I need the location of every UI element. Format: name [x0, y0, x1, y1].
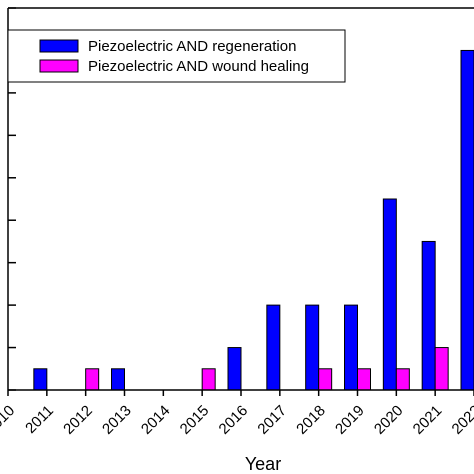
x-axis-label: Year — [245, 454, 281, 474]
bar — [395, 368, 410, 391]
bar — [318, 368, 333, 391]
legend-label: Piezoelectric AND regeneration — [88, 38, 296, 55]
x-tick-label: 2016 — [216, 402, 252, 438]
x-tick-label: 2019 — [332, 402, 368, 438]
bar — [344, 304, 358, 391]
x-tick-label: 2017 — [254, 402, 290, 438]
bar — [382, 198, 397, 391]
bar — [111, 368, 125, 391]
bar — [305, 304, 320, 391]
legend-label: Piezoelectric AND wound healing — [88, 58, 309, 75]
bar — [266, 304, 281, 391]
x-tick-label: 2020 — [371, 402, 407, 438]
x-tick-label: 2021 — [410, 402, 446, 438]
legend-box — [7, 29, 346, 83]
bar — [421, 240, 436, 391]
legend-swatch — [39, 59, 79, 73]
x-tick-label: 2013 — [99, 402, 135, 438]
bar — [85, 368, 100, 391]
bar — [434, 347, 449, 391]
bar — [227, 347, 242, 391]
x-tick-label: 2014 — [138, 402, 174, 438]
x-tick-label: 2015 — [177, 402, 213, 438]
bar — [201, 368, 216, 391]
x-tick-label: 2022 — [449, 402, 474, 438]
x-tick-label: 2011 — [22, 402, 57, 437]
x-tick-label: 2012 — [60, 402, 96, 438]
bar — [357, 368, 371, 391]
x-tick-label: 2018 — [293, 402, 329, 438]
bar — [33, 368, 48, 391]
legend-swatch — [39, 39, 79, 53]
x-tick-label: 2010 — [0, 402, 18, 438]
bar — [460, 49, 474, 391]
